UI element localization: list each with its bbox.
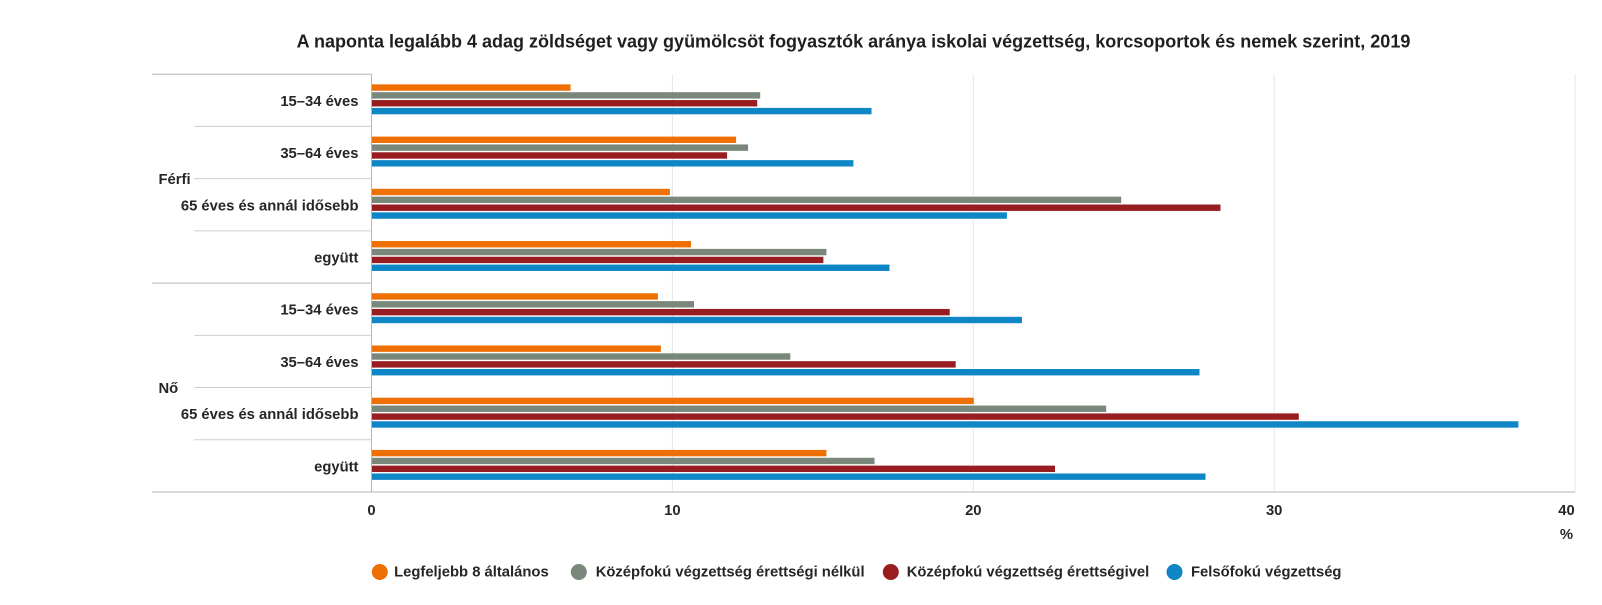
svg-text:Középfokú végzettség érettségi: Középfokú végzettség érettségi nélkül xyxy=(596,565,865,581)
svg-text:30: 30 xyxy=(1266,503,1282,519)
svg-text:20: 20 xyxy=(965,503,981,519)
svg-text:15–34 éves: 15–34 éves xyxy=(280,94,358,110)
svg-text:35–64 éves: 35–64 éves xyxy=(280,146,358,162)
svg-text:35–64 éves: 35–64 éves xyxy=(280,355,358,371)
svg-text:Legfeljebb 8 általános: Legfeljebb 8 általános xyxy=(394,565,549,581)
svg-text:Felsőfokú végzettség: Felsőfokú végzettség xyxy=(1191,565,1341,581)
svg-text:65 éves és annál idősebb: 65 éves és annál idősebb xyxy=(181,407,359,423)
svg-text:15–34 éves: 15–34 éves xyxy=(280,303,358,319)
svg-text:együtt: együtt xyxy=(314,250,358,266)
svg-text:65 éves és annál idősebb: 65 éves és annál idősebb xyxy=(181,198,359,214)
svg-text:40: 40 xyxy=(1558,503,1574,519)
svg-text:%: % xyxy=(1560,527,1573,543)
svg-text:10: 10 xyxy=(664,503,680,519)
svg-text:együtt: együtt xyxy=(314,459,358,475)
svg-text:Férfi: Férfi xyxy=(159,172,191,188)
svg-text:0: 0 xyxy=(367,503,375,519)
svg-text:A naponta legalább 4 adag zöld: A naponta legalább 4 adag zöldséget vagy… xyxy=(297,32,1411,52)
svg-text:Nő: Nő xyxy=(159,381,179,397)
svg-text:Középfokú végzettség érettségi: Középfokú végzettség érettségivel xyxy=(907,565,1150,581)
